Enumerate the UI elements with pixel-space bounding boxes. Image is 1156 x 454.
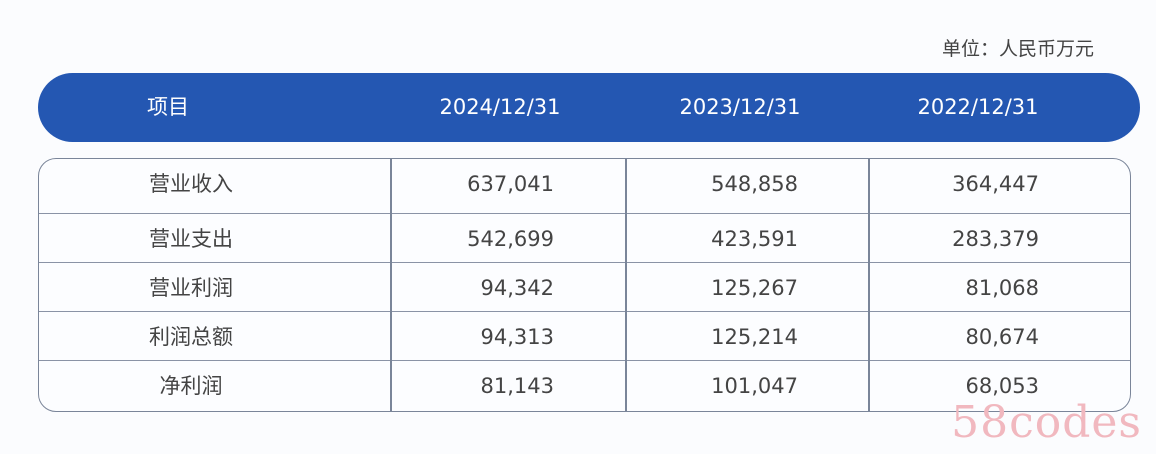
value-2022: 81,068 [965, 276, 1039, 300]
header-item: 项目 [147, 95, 189, 119]
value-2024: 542,699 [467, 227, 554, 251]
value-2022: 283,379 [952, 227, 1039, 251]
value-2024: 94,313 [480, 325, 554, 349]
table-row: 利润总额 94,313 125,214 80,674 [39, 311, 1130, 361]
value-2022: 68,053 [965, 374, 1039, 398]
value-2024: 94,342 [480, 276, 554, 300]
value-2022: 80,674 [965, 325, 1039, 349]
table-row: 营业利润 94,342 125,267 81,068 [39, 262, 1130, 312]
row-label: 净利润 [159, 374, 223, 398]
row-label: 营业收入 [149, 172, 233, 196]
row-label: 营业支出 [149, 227, 233, 251]
column-divider [625, 159, 627, 411]
watermark: 58codes [951, 397, 1142, 448]
header-2022: 2022/12/31 [917, 95, 1039, 119]
table-row: 净利润 81,143 101,047 68,053 [39, 360, 1130, 410]
value-2023: 125,214 [711, 325, 798, 349]
value-2024: 637,041 [467, 172, 554, 196]
header-2023: 2023/12/31 [679, 95, 801, 119]
value-2023: 548,858 [711, 172, 798, 196]
row-label: 利润总额 [149, 325, 233, 349]
value-2022: 364,447 [952, 172, 1039, 196]
value-2023: 101,047 [711, 374, 798, 398]
column-divider [390, 159, 392, 411]
table-header: 项目 2024/12/31 2023/12/31 2022/12/31 [38, 73, 1140, 142]
value-2023: 423,591 [711, 227, 798, 251]
value-2024: 81,143 [480, 374, 554, 398]
column-divider [868, 159, 870, 411]
table-body: 营业收入 637,041 548,858 364,447 营业支出 542,699… [38, 158, 1131, 412]
row-label: 营业利润 [149, 276, 233, 300]
header-2024: 2024/12/31 [439, 95, 561, 119]
table-row: 营业收入 637,041 548,858 364,447 [39, 159, 1130, 209]
unit-label: 单位：人民币万元 [941, 38, 1094, 60]
table-row: 营业支出 542,699 423,591 283,379 [39, 213, 1130, 263]
value-2023: 125,267 [711, 276, 798, 300]
